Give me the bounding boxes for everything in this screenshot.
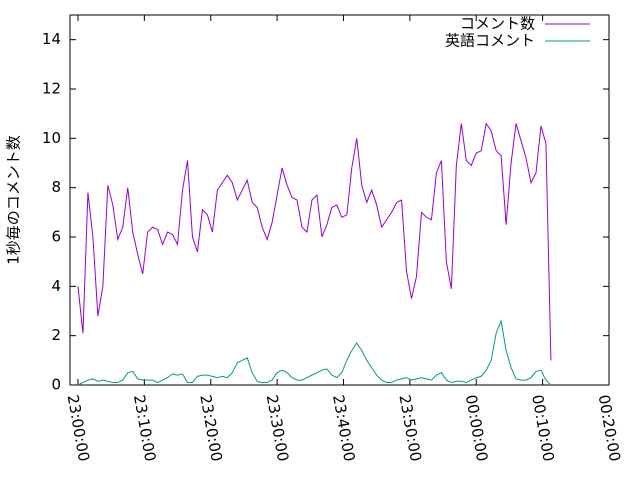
x-tick-label: 23:40:00 xyxy=(329,393,358,462)
x-tick-label: 23:20:00 xyxy=(196,393,225,462)
x-tick-label: 23:00:00 xyxy=(64,393,93,462)
y-tick-label: 14 xyxy=(42,30,61,48)
plot-frame xyxy=(69,14,610,386)
x-tick-label: 23:10:00 xyxy=(130,393,159,462)
y-tick-label: 4 xyxy=(51,277,61,295)
series-line xyxy=(77,319,552,386)
y-tick-label: 12 xyxy=(42,80,61,98)
series-line xyxy=(77,122,552,361)
y-tick-label: 6 xyxy=(51,228,61,246)
x-tick-label: 23:30:00 xyxy=(263,393,292,462)
y-tick-label: 10 xyxy=(42,129,61,147)
y-tick-label: 2 xyxy=(51,326,61,344)
x-tick-label: 23:50:00 xyxy=(395,393,424,462)
x-tick-label: 00:20:00 xyxy=(595,393,624,462)
x-tick-label: 00:00:00 xyxy=(462,393,491,462)
x-tick-label: 00:10:00 xyxy=(528,393,557,462)
legend-label: 英語コメント xyxy=(445,32,535,50)
y-tick-label: 8 xyxy=(51,178,61,196)
legend-label: コメント数 xyxy=(460,15,535,33)
y-tick-label: 0 xyxy=(51,376,61,394)
y-axis-label: 1秒毎のコメント数 xyxy=(5,135,23,265)
